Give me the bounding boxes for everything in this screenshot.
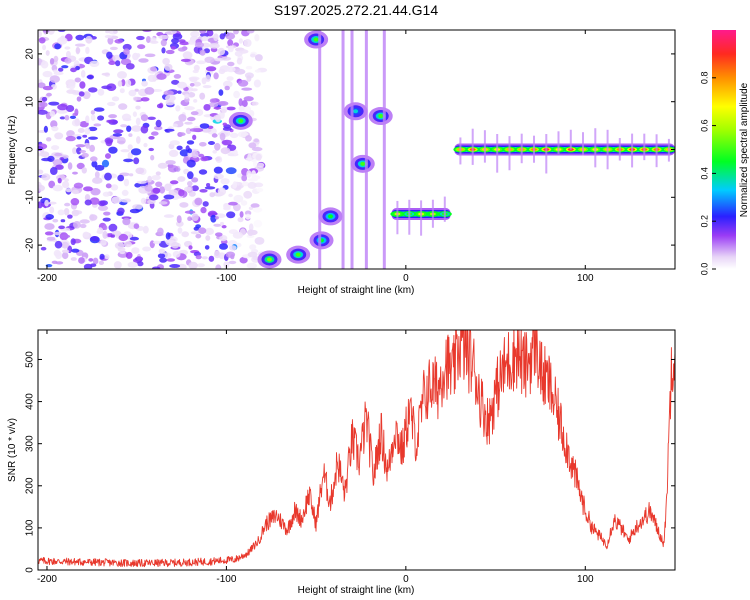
snr-y-tick-label: 200 [25, 477, 36, 494]
spectrogram-y-tick-label: -10 [25, 190, 36, 205]
colorbar-label: Normalized spectral amplitude [739, 82, 750, 217]
colorbar-tick-label: 0.0 [699, 263, 709, 276]
snr-x-tick-label: 0 [403, 574, 409, 585]
snr-x-tick-label: -200 [37, 574, 57, 585]
spectrogram-x-tick-label: 100 [577, 273, 594, 284]
spectrogram-blob-4 [304, 30, 329, 49]
spectrogram-x-label: Height of straight line (km) [298, 285, 415, 296]
spectrogram-blob-7 [343, 102, 368, 121]
figure-title: S197.2025.272.21.44.G14 [274, 2, 438, 18]
spectrogram-x-tick-label: 0 [403, 273, 409, 284]
spectrogram-x-ticks: -200 -100 0 100 [37, 30, 594, 284]
spectrogram-blob-6 [318, 207, 343, 226]
spectrogram-blob-1 [228, 111, 253, 130]
spectrogram-segment-2 [453, 128, 675, 174]
colorbar-gradient [712, 30, 736, 269]
snr-y-tick-label: 300 [25, 435, 36, 452]
snr-y-tick-label: 100 [25, 519, 36, 536]
spectrogram-y-tick-label: 20 [25, 48, 36, 60]
snr-y-label: SNR (10 * v/v) [7, 418, 18, 482]
spectrogram-y-tick-label: -20 [25, 237, 36, 252]
spectrogram-blob-3 [286, 245, 311, 264]
spectrogram-y-tick-label: 0 [25, 146, 36, 152]
snr-y-tick-label: 500 [25, 351, 36, 368]
colorbar-tick-label: 0.4 [699, 167, 709, 180]
spectrogram-segment-1 [390, 196, 452, 236]
colorbar-tick-label: 0.8 [699, 72, 709, 85]
snr-y-ticks: 0 100 200 300 400 500 [25, 351, 675, 573]
snr-x-label: Height of straight line (km) [298, 585, 415, 596]
spectrogram-x-tick-label: -100 [216, 273, 236, 284]
spectrogram-blob-2 [257, 250, 282, 269]
spectrogram-blob-8 [350, 154, 375, 173]
spectrogram-blob-9 [368, 107, 393, 126]
spectrogram-noise-field [38, 30, 268, 269]
spectrogram-x-tick-label: -200 [37, 273, 57, 284]
snr-series-line [38, 330, 675, 568]
colorbar: 0.0 0.2 0.4 0.6 0.8 Normalized spectral ampl… [699, 30, 750, 275]
spectrogram-streaks [318, 30, 386, 269]
snr-y-tick-label: 400 [25, 393, 36, 410]
snr-frame [37, 329, 676, 571]
colorbar-ticks: 0.0 0.2 0.4 0.6 0.8 [699, 72, 716, 276]
snr-x-tick-label: 100 [577, 574, 594, 585]
colorbar-tick-label: 0.2 [699, 215, 709, 228]
spectrogram-y-tick-label: 10 [25, 96, 36, 108]
spectrogram-marks [38, 30, 675, 269]
colorbar-tick-label: 0.6 [699, 119, 709, 132]
snr-x-ticks: -200 -100 0 100 [37, 330, 594, 585]
spectrogram-y-ticks: -20 -10 0 10 20 [25, 48, 675, 252]
spectrogram-blob-5 [309, 231, 334, 250]
spectrogram-y-label: Frequency (Hz) [7, 116, 18, 185]
snr-panel: -200 -100 0 100 0 100 200 300 400 500 Height of … [7, 329, 676, 596]
snr-y-tick-label: 0 [25, 567, 36, 573]
snr-x-tick-label: -100 [216, 574, 236, 585]
